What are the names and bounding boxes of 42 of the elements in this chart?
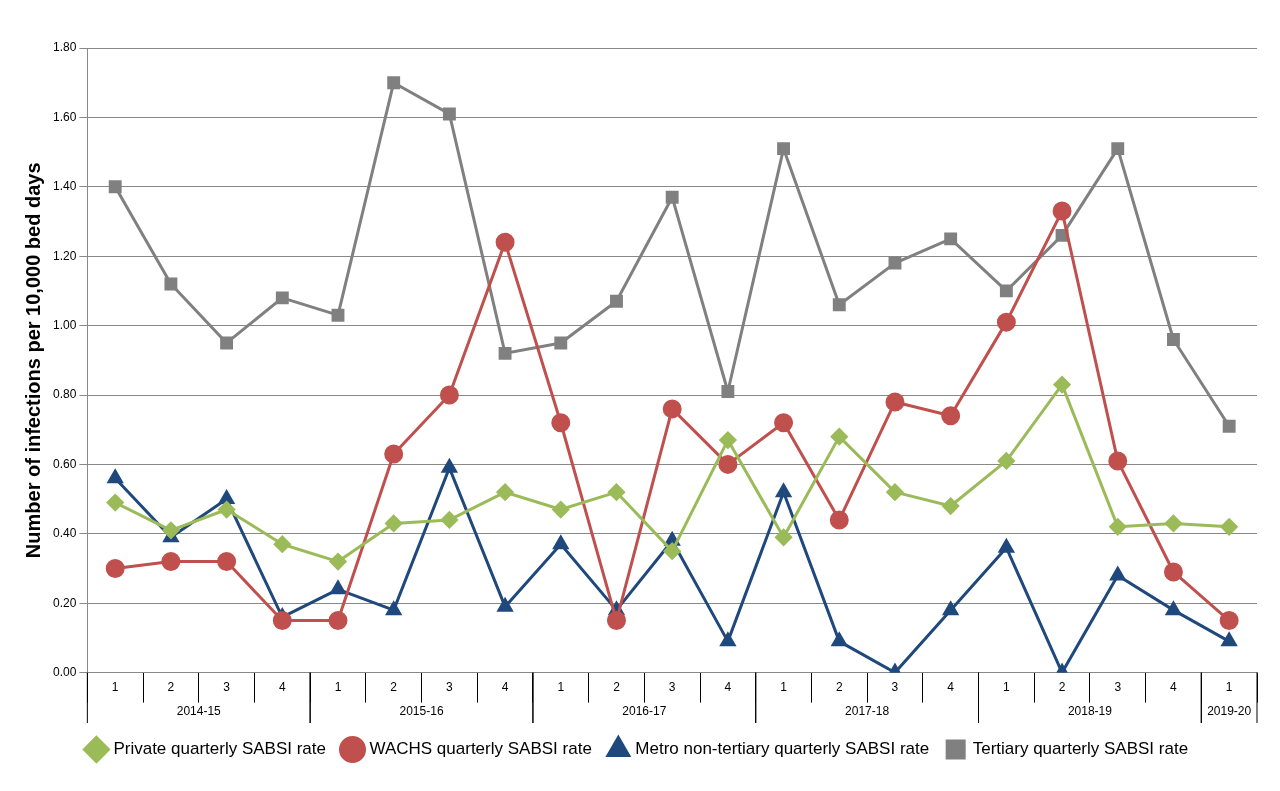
y-tick-label: 1.80: [53, 40, 77, 55]
x-tick-label: 2: [613, 680, 621, 695]
legend-label: Tertiary quarterly SABSI rate: [972, 739, 1189, 759]
y-tick-label: 1.40: [53, 179, 77, 194]
x-tick-label: 1: [780, 680, 788, 695]
y-tick-label: 1.60: [53, 109, 77, 124]
x-tick-label: 2: [167, 680, 175, 695]
x-tick-label: 4: [724, 680, 732, 695]
x-tick-label: 2: [835, 680, 843, 695]
x-tick-label: 3: [891, 680, 899, 695]
text: 2017-18: [845, 704, 890, 719]
x-tick-label: 3: [446, 680, 454, 695]
x-tick-label: 2: [390, 680, 398, 695]
x-tick-label: 4: [501, 680, 509, 695]
x-tick-label: 3: [223, 680, 231, 695]
text: 2015-16: [399, 704, 444, 719]
x-tick-label: 2: [1058, 680, 1066, 695]
y-tick-label: 0.40: [53, 526, 77, 541]
x-tick-label: 1: [111, 680, 119, 695]
y-tick-label: 0.20: [53, 595, 77, 610]
legend-label: Metro non-tertiary quarterly SABSI rate: [635, 739, 930, 759]
y-tick-label: 0.80: [53, 387, 77, 402]
text: 2014-15: [176, 704, 222, 719]
x-tick-label: 3: [668, 680, 676, 695]
legend-label: Private quarterly SABSI rate: [113, 739, 327, 759]
y-tick-label: 1.20: [53, 248, 77, 263]
x-tick-label: 1: [1225, 680, 1233, 695]
text: 2016-17: [622, 704, 667, 719]
x-tick-label: 3: [1114, 680, 1122, 695]
text: 2019-20: [1207, 704, 1252, 719]
x-tick-label: 1: [334, 680, 342, 695]
y-tick-label: 0.60: [53, 456, 77, 471]
y-tick-label: 0.00: [53, 664, 77, 679]
y-axis-title: Number of infections per 10,000 bed days: [21, 162, 44, 559]
x-tick-label: 1: [1003, 680, 1011, 695]
x-tick-label: 4: [947, 680, 955, 695]
x-tick-label: 4: [1170, 680, 1178, 695]
y-tick-label: 1.00: [53, 317, 77, 332]
x-tick-label: 4: [278, 680, 286, 695]
text: 2018-19: [1067, 704, 1113, 719]
legend-label: WACHS quarterly SABSI rate: [369, 739, 592, 759]
x-tick-label: 1: [557, 680, 565, 695]
